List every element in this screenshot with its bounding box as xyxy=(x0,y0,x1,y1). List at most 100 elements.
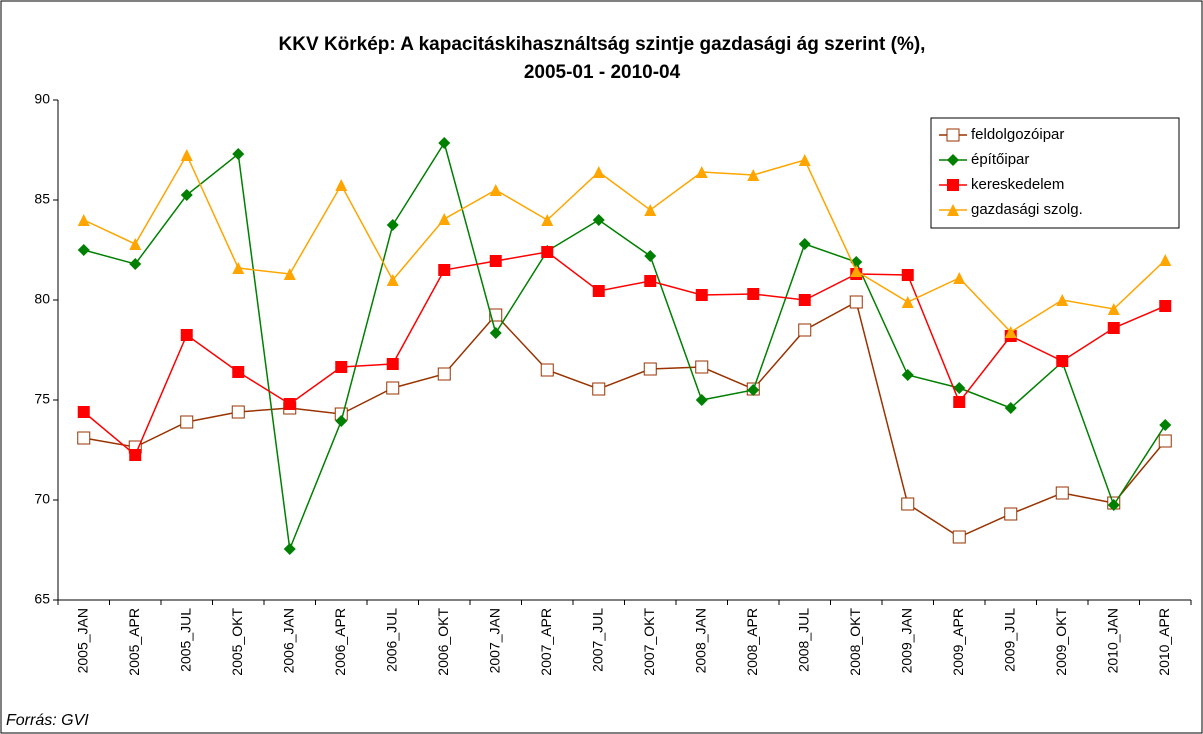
x-tick-label: 2007_JAN xyxy=(486,608,502,673)
point xyxy=(283,398,296,410)
point xyxy=(644,275,657,287)
point xyxy=(540,363,554,377)
x-tick-label: 2005_APR xyxy=(126,608,142,676)
x-tick-label: 2007_APR xyxy=(538,608,554,676)
x-tick-label: 2006_JUL xyxy=(383,608,399,672)
x-tick-label: 2006_JAN xyxy=(280,608,296,673)
y-tick-label: 75 xyxy=(34,391,50,407)
point xyxy=(77,214,90,226)
x-tick-label: 2010_JAN xyxy=(1104,608,1120,673)
point xyxy=(129,449,142,461)
point xyxy=(1004,326,1017,338)
point xyxy=(695,289,708,301)
x-tick-label: 2010_APR xyxy=(1156,608,1172,676)
point xyxy=(77,244,90,256)
point xyxy=(541,246,554,258)
legend-label: építőipar xyxy=(971,151,1029,168)
point xyxy=(901,269,914,281)
series-line xyxy=(83,141,1166,552)
point xyxy=(180,189,193,201)
x-tick-label: 2005_OKT xyxy=(229,608,245,676)
legend-marker xyxy=(947,204,959,216)
point xyxy=(335,415,348,427)
point xyxy=(1056,294,1069,306)
point xyxy=(180,149,193,161)
chart-title: KKV Körkép: A kapacitáskihasználtság szi… xyxy=(279,34,926,55)
point xyxy=(901,296,914,308)
y-tick-label: 65 xyxy=(34,591,50,607)
point xyxy=(232,366,245,378)
x-tick-label: 2007_JUL xyxy=(589,608,605,672)
point xyxy=(695,360,709,374)
y-tick-label: 90 xyxy=(34,91,50,107)
point xyxy=(747,384,760,396)
point xyxy=(747,169,760,181)
point xyxy=(77,406,90,418)
point xyxy=(180,329,193,341)
point xyxy=(1158,434,1172,448)
source: Forrás: GVI xyxy=(6,712,89,729)
y-tick-label: 70 xyxy=(34,491,50,507)
point xyxy=(386,274,399,286)
point xyxy=(386,358,399,370)
point xyxy=(901,369,914,381)
point xyxy=(1159,300,1172,312)
point xyxy=(386,219,399,231)
point xyxy=(489,255,502,267)
x-tick-label: 2009_JAN xyxy=(898,608,914,673)
point xyxy=(695,394,708,406)
x-tick-label: 2006_APR xyxy=(332,608,348,676)
point xyxy=(901,497,915,511)
series-line xyxy=(83,300,1166,538)
point xyxy=(1107,303,1120,315)
point xyxy=(695,166,708,178)
x-tick-label: 2007_OKT xyxy=(641,608,657,676)
point xyxy=(1107,499,1120,511)
point xyxy=(283,543,296,555)
point xyxy=(180,415,194,429)
x-tick-label: 2008_JUL xyxy=(795,608,811,672)
point xyxy=(231,405,245,419)
point xyxy=(644,250,657,262)
point xyxy=(644,204,657,216)
point xyxy=(1159,254,1172,266)
x-tick-label: 2009_JUL xyxy=(1001,608,1017,672)
point xyxy=(953,382,966,394)
point xyxy=(592,166,605,178)
point xyxy=(283,268,296,280)
point xyxy=(386,381,400,395)
point xyxy=(129,238,142,250)
x-tick-label: 2005_JAN xyxy=(74,608,90,673)
legend-marker xyxy=(946,128,960,142)
point xyxy=(798,238,811,250)
point xyxy=(1107,322,1120,334)
point xyxy=(129,258,142,270)
point xyxy=(489,327,502,339)
legend-label: kereskedelem xyxy=(971,176,1064,193)
x-tick-label: 2009_OKT xyxy=(1053,608,1069,676)
point xyxy=(592,214,605,226)
point xyxy=(1004,402,1017,414)
series-line xyxy=(83,153,1166,333)
point xyxy=(1159,419,1172,431)
point xyxy=(438,137,451,149)
legend-marker xyxy=(947,179,959,191)
x-tick-label: 2006_OKT xyxy=(435,608,451,676)
legend-marker xyxy=(947,154,959,166)
x-tick-label: 2008_JAN xyxy=(692,608,708,673)
series-line xyxy=(83,251,1166,457)
legend-label: gazdasági szolg. xyxy=(971,201,1083,218)
point xyxy=(952,530,966,544)
point xyxy=(438,213,451,225)
point xyxy=(850,265,863,277)
point xyxy=(1056,355,1069,367)
point xyxy=(232,148,245,160)
point xyxy=(798,323,812,337)
point xyxy=(592,285,605,297)
point xyxy=(489,184,502,196)
point xyxy=(1055,486,1069,500)
x-tick-label: 2008_APR xyxy=(744,608,760,676)
point xyxy=(438,264,451,276)
point xyxy=(747,288,760,300)
